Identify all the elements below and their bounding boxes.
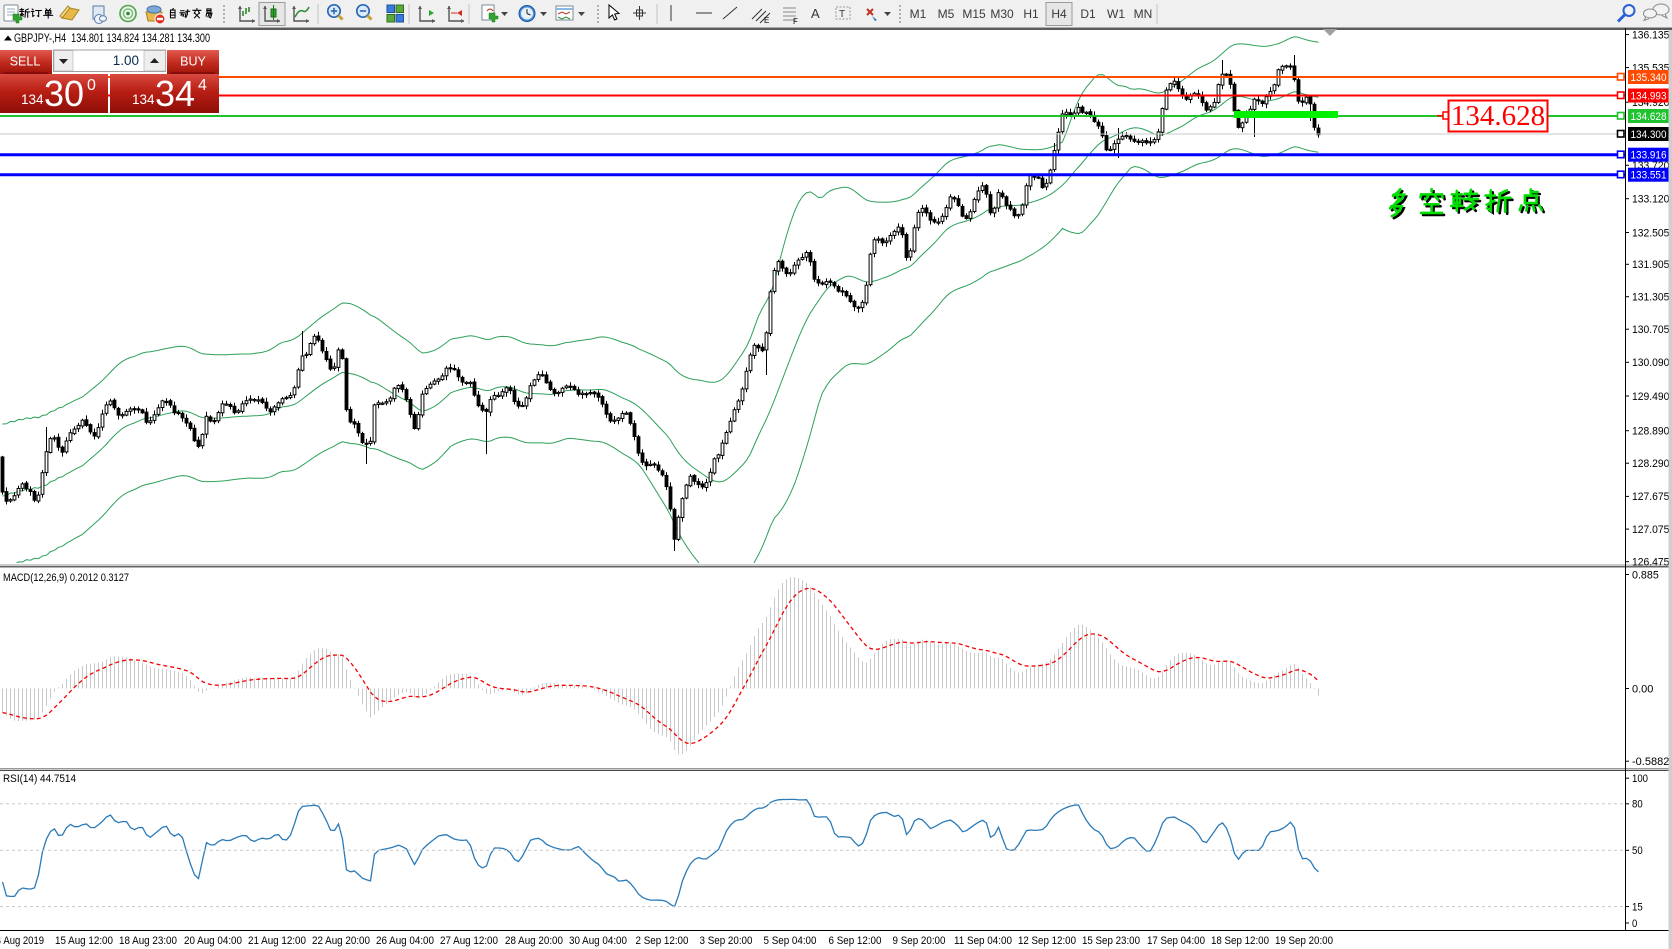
svg-text:M5: M5 <box>938 7 955 21</box>
svg-text:21 Aug 12:00: 21 Aug 12:00 <box>248 935 306 947</box>
svg-text:5 Sep 04:00: 5 Sep 04:00 <box>764 935 817 947</box>
svg-text:34: 34 <box>155 73 195 114</box>
svg-text:F: F <box>793 17 798 26</box>
svg-text:11 Sep 04:00: 11 Sep 04:00 <box>954 935 1012 947</box>
svg-text:26 Aug 04:00: 26 Aug 04:00 <box>376 935 434 947</box>
svg-text:15 Aug 12:00: 15 Aug 12:00 <box>55 935 113 947</box>
svg-text:28 Aug 20:00: 28 Aug 20:00 <box>505 935 563 947</box>
svg-text:A: A <box>811 6 820 21</box>
svg-text:130.090: 130.090 <box>1632 357 1669 369</box>
svg-text:4: 4 <box>198 77 207 94</box>
svg-text:133.916: 133.916 <box>1631 150 1667 162</box>
svg-text:T: T <box>839 9 845 20</box>
svg-text:H1: H1 <box>1023 7 1039 21</box>
svg-text:19 Sep 20:00: 19 Sep 20:00 <box>1275 935 1333 947</box>
svg-text:0: 0 <box>87 77 96 94</box>
svg-text:0.885: 0.885 <box>1632 569 1659 581</box>
svg-text:SELL: SELL <box>10 55 41 69</box>
svg-text:M15: M15 <box>962 7 986 21</box>
svg-text:50: 50 <box>1632 845 1643 857</box>
svg-text:133.120: 133.120 <box>1632 194 1669 206</box>
svg-text:D1: D1 <box>1080 7 1096 21</box>
svg-text:3 Sep 20:00: 3 Sep 20:00 <box>700 935 753 947</box>
svg-text:30 Aug 04:00: 30 Aug 04:00 <box>569 935 627 947</box>
svg-text:BUY: BUY <box>180 55 206 69</box>
svg-text:E: E <box>764 16 769 25</box>
svg-text:M1: M1 <box>910 7 927 21</box>
svg-text:131.905: 131.905 <box>1632 259 1669 271</box>
svg-text:135.340: 135.340 <box>1631 72 1667 84</box>
svg-text:12 Sep 12:00: 12 Sep 12:00 <box>1018 935 1076 947</box>
svg-text:-0.5882: -0.5882 <box>1632 756 1669 768</box>
svg-text:MACD(12,26,9) 0.2012 0.3127: MACD(12,26,9) 0.2012 0.3127 <box>3 572 129 584</box>
svg-text:132.505: 132.505 <box>1632 227 1669 239</box>
svg-text:4 Aug 2019: 4 Aug 2019 <box>0 935 44 947</box>
svg-text:128.290: 128.290 <box>1632 458 1669 470</box>
svg-text:RSI(14) 44.7514: RSI(14) 44.7514 <box>3 773 76 785</box>
svg-text:131.305: 131.305 <box>1632 292 1669 304</box>
svg-text:134: 134 <box>132 92 155 107</box>
svg-text:M30: M30 <box>990 7 1014 21</box>
svg-text:134.628: 134.628 <box>1451 100 1545 132</box>
svg-text:GBPJPY-,H4 134.801 134.824 13: GBPJPY-,H4 134.801 134.824 134.281 134.3… <box>14 33 210 45</box>
svg-text:0: 0 <box>1632 918 1637 930</box>
svg-text:100: 100 <box>1632 773 1648 785</box>
svg-text:2 Sep 12:00: 2 Sep 12:00 <box>636 935 689 947</box>
svg-text:133.551: 133.551 <box>1631 170 1667 182</box>
svg-text:22 Aug 20:00: 22 Aug 20:00 <box>312 935 370 947</box>
svg-text:H4: H4 <box>1051 7 1067 21</box>
svg-text:18 Aug 23:00: 18 Aug 23:00 <box>119 935 177 947</box>
svg-text:136.135: 136.135 <box>1632 29 1669 41</box>
svg-text:1.00: 1.00 <box>113 53 139 68</box>
svg-text:18 Sep 12:00: 18 Sep 12:00 <box>1211 935 1269 947</box>
svg-text:127.075: 127.075 <box>1632 524 1669 536</box>
svg-text:9 Sep 20:00: 9 Sep 20:00 <box>893 935 946 947</box>
svg-text:6 Sep 12:00: 6 Sep 12:00 <box>829 935 882 947</box>
svg-text:15 Sep 23:00: 15 Sep 23:00 <box>1082 935 1140 947</box>
svg-text:30: 30 <box>44 73 84 114</box>
svg-text:15: 15 <box>1632 901 1643 913</box>
svg-text:130.705: 130.705 <box>1632 324 1669 336</box>
svg-text:134: 134 <box>21 92 44 107</box>
svg-text:134.993: 134.993 <box>1631 91 1667 103</box>
svg-text:17 Sep 04:00: 17 Sep 04:00 <box>1147 935 1205 947</box>
svg-text:128.890: 128.890 <box>1632 426 1669 438</box>
svg-text:134.628: 134.628 <box>1631 111 1667 123</box>
svg-text:134.300: 134.300 <box>1631 129 1667 141</box>
svg-text:126.475: 126.475 <box>1632 557 1669 569</box>
svg-text:20 Aug 04:00: 20 Aug 04:00 <box>184 935 242 947</box>
svg-text:129.490: 129.490 <box>1632 391 1669 403</box>
svg-text:27 Aug 12:00: 27 Aug 12:00 <box>440 935 498 947</box>
svg-text:W1: W1 <box>1107 7 1125 21</box>
svg-text:MN: MN <box>1134 7 1153 21</box>
svg-text:127.675: 127.675 <box>1632 491 1669 503</box>
svg-text:0.00: 0.00 <box>1632 683 1653 695</box>
svg-text:80: 80 <box>1632 799 1643 811</box>
